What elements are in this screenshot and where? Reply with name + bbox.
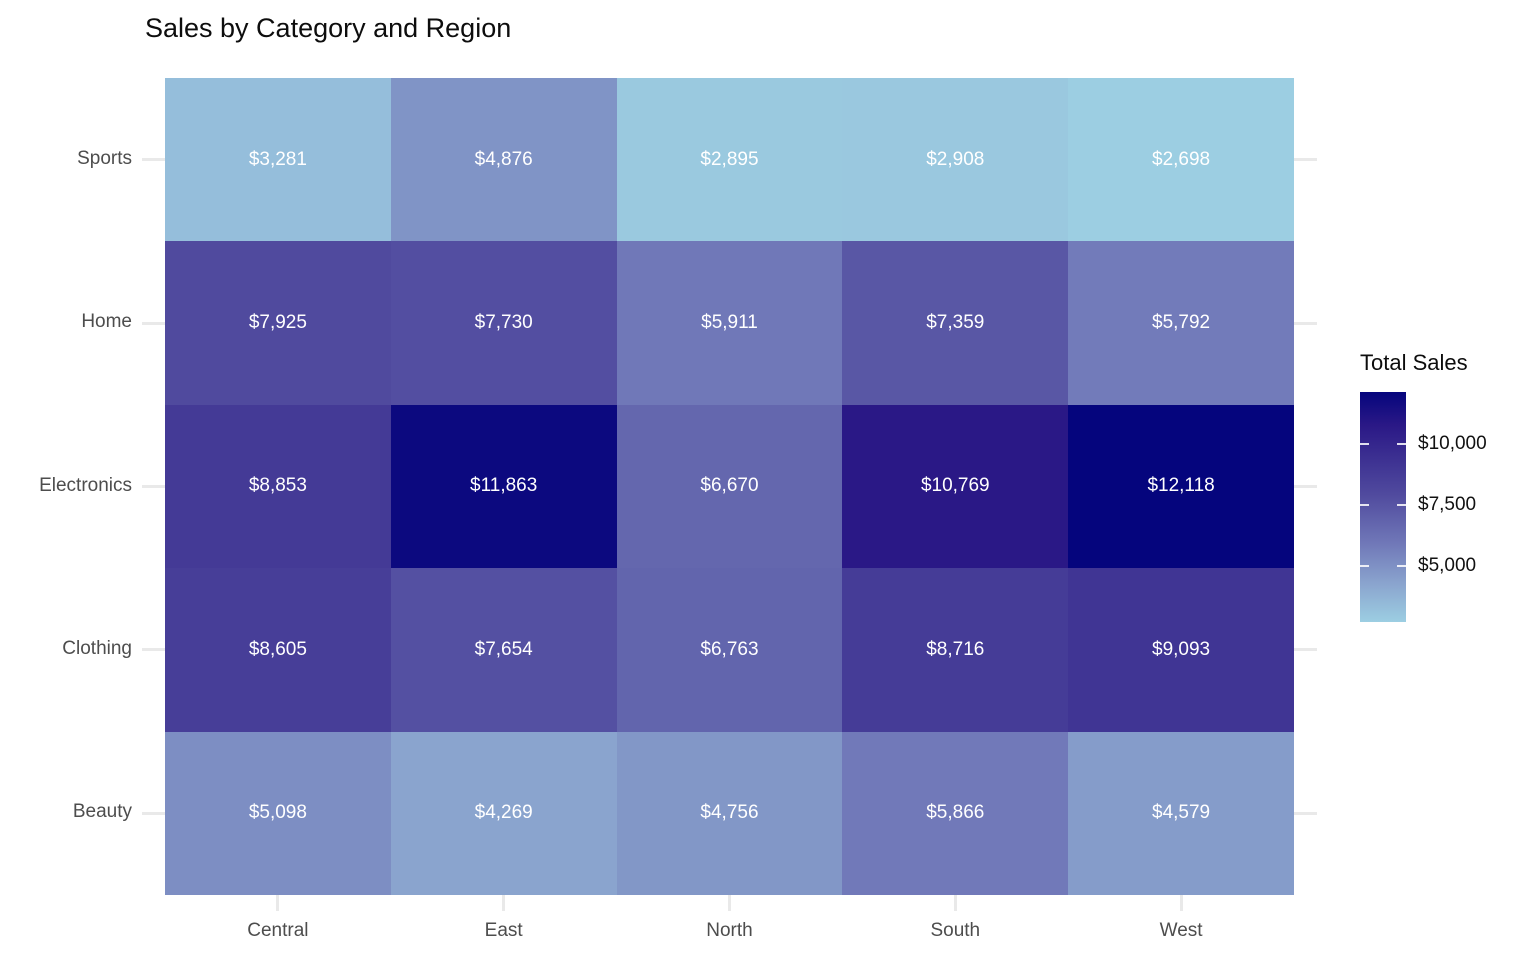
heatmap-cell: $2,908 bbox=[842, 78, 1069, 242]
cbar-tick-right bbox=[1397, 564, 1406, 567]
cell-value-label: $8,605 bbox=[248, 638, 307, 660]
cell-value-label: $10,769 bbox=[920, 475, 990, 497]
heatmap-cell: $5,098 bbox=[165, 731, 391, 895]
y-axis-label-home: Home bbox=[81, 311, 132, 333]
stub-right bbox=[1294, 158, 1317, 162]
cell-value-label: $5,866 bbox=[926, 802, 985, 824]
legend-tick-label: $5,000 bbox=[1418, 554, 1477, 576]
heatmap-cell: $8,716 bbox=[842, 568, 1069, 732]
y-axis-label-electronics: Electronics bbox=[39, 474, 132, 496]
heatmap-cell: $5,792 bbox=[1068, 241, 1294, 405]
cell-value-label: $2,698 bbox=[1152, 148, 1211, 170]
cell-value-label: $4,579 bbox=[1152, 802, 1211, 824]
x-axis-label-south: South bbox=[930, 920, 981, 941]
stub-left bbox=[142, 485, 165, 488]
heatmap-cell: $7,925 bbox=[165, 241, 391, 405]
x-axis-label-central: Central bbox=[247, 920, 309, 941]
cell-value-label: $6,670 bbox=[700, 475, 759, 497]
cell-value-label: $4,269 bbox=[474, 802, 533, 824]
heatmap-cell: $10,769 bbox=[842, 404, 1069, 569]
cell-value-label: $5,911 bbox=[701, 312, 758, 334]
legend-title: Total Sales bbox=[1360, 350, 1468, 375]
heatmap-cell: $5,911 bbox=[616, 241, 843, 405]
stub-bottom bbox=[276, 895, 280, 911]
heatmap-cell: $12,118 bbox=[1068, 404, 1294, 569]
heatmap-cell: $2,698 bbox=[1068, 78, 1294, 242]
heatmap-cell: $8,605 bbox=[165, 568, 391, 732]
stub-left bbox=[142, 648, 165, 652]
cell-value-label: $2,908 bbox=[926, 148, 985, 170]
heatmap-cell: $3,281 bbox=[165, 78, 391, 242]
stub-bottom bbox=[1179, 895, 1183, 911]
stub-right bbox=[1294, 648, 1317, 652]
y-axis-label-beauty: Beauty bbox=[72, 801, 132, 823]
stub-right bbox=[1294, 321, 1317, 325]
legend-colorbar bbox=[1360, 392, 1406, 622]
cell-value-label: $2,895 bbox=[700, 148, 759, 170]
cell-value-label: $7,925 bbox=[248, 312, 307, 334]
cell-value-label: $8,853 bbox=[248, 475, 307, 497]
stub-bottom bbox=[502, 895, 506, 911]
stub-bottom bbox=[953, 895, 957, 911]
cell-value-label: $5,792 bbox=[1152, 312, 1211, 334]
cell-value-label: $4,756 bbox=[700, 802, 759, 824]
cell-value-label: $7,359 bbox=[926, 312, 985, 334]
cell-value-label: $12,118 bbox=[1147, 475, 1215, 497]
cell-value-label: $7,730 bbox=[474, 312, 533, 334]
x-axis-label-east: East bbox=[484, 920, 523, 941]
heatmap-cell: $7,730 bbox=[390, 241, 617, 405]
cell-value-label: $7,654 bbox=[474, 638, 533, 660]
stub-right bbox=[1294, 811, 1317, 815]
cell-value-label: $5,098 bbox=[248, 802, 307, 824]
heatmap-cell: $7,654 bbox=[390, 568, 617, 732]
cell-value-label: $6,763 bbox=[700, 638, 759, 660]
cell-value-label: $8,716 bbox=[926, 638, 985, 660]
chart-title: Sales by Category and Region bbox=[145, 13, 512, 43]
y-axis-label-clothing: Clothing bbox=[62, 637, 132, 659]
legend-tick-label: $7,500 bbox=[1418, 493, 1477, 515]
cell-value-label: $4,876 bbox=[474, 148, 533, 170]
cbar-tick-left bbox=[1360, 503, 1369, 506]
stub-right bbox=[1294, 485, 1317, 488]
heatmap-cell: $11,863 bbox=[390, 404, 617, 569]
heatmap-cell: $9,093 bbox=[1068, 568, 1294, 732]
heatmap-cell: $7,359 bbox=[842, 241, 1069, 405]
y-axis-label-sports: Sports bbox=[77, 147, 132, 169]
cell-value-label: $11,863 bbox=[470, 475, 538, 497]
stub-left bbox=[142, 321, 165, 325]
stub-left bbox=[142, 811, 165, 815]
heatmap-cell: $5,866 bbox=[842, 731, 1069, 895]
cbar-tick-right bbox=[1397, 442, 1406, 445]
heatmap-cell: $6,763 bbox=[616, 568, 843, 732]
x-axis-label-west: West bbox=[1159, 920, 1203, 941]
heatmap-cell: $4,269 bbox=[390, 731, 617, 895]
heatmap-cell: $6,670 bbox=[616, 404, 843, 569]
cbar-tick-left bbox=[1360, 442, 1369, 445]
heatmap-cell: $8,853 bbox=[165, 404, 391, 569]
cell-value-label: $9,093 bbox=[1152, 638, 1211, 660]
cbar-tick-left bbox=[1360, 564, 1369, 567]
stub-left bbox=[142, 158, 165, 162]
cell-value-label: $3,281 bbox=[248, 148, 307, 170]
heatmap-cell: $4,756 bbox=[616, 731, 843, 895]
heatmap-cell: $4,876 bbox=[390, 78, 617, 242]
cbar-tick-right bbox=[1397, 503, 1406, 506]
stub-bottom bbox=[728, 895, 731, 911]
x-axis-label-north: North bbox=[706, 920, 753, 941]
heatmap-cell: $4,579 bbox=[1068, 731, 1294, 895]
heatmap-cell: $2,895 bbox=[616, 78, 843, 242]
legend-tick-label: $10,000 bbox=[1418, 432, 1487, 454]
